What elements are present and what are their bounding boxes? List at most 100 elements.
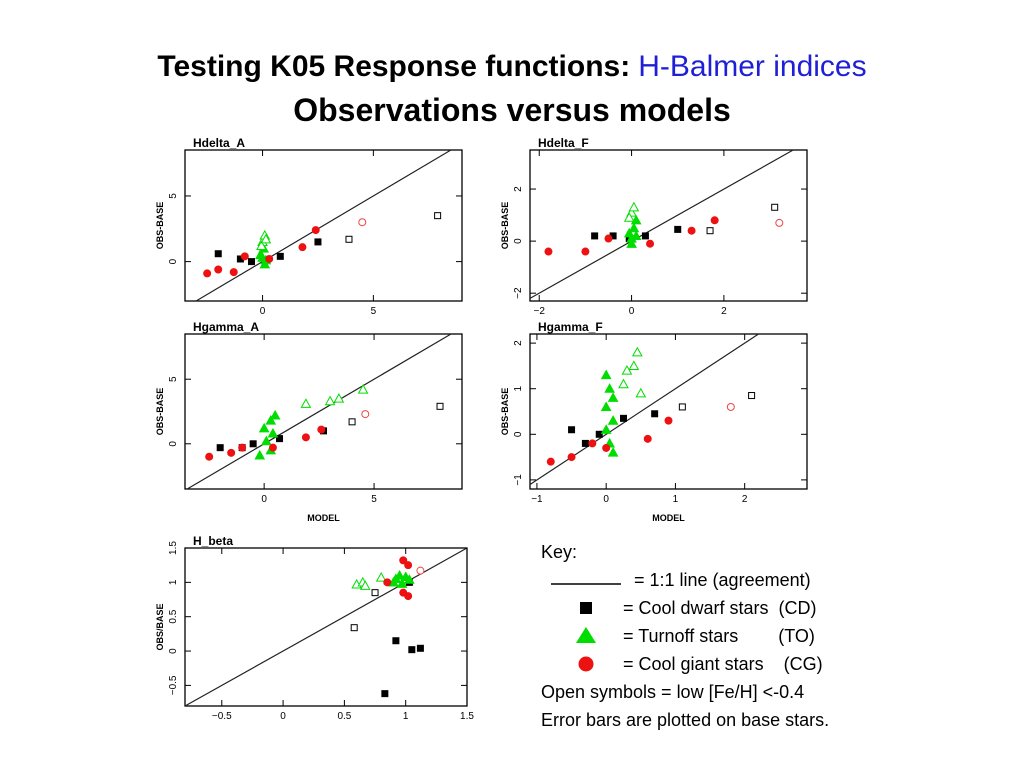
y-axis-label: OBS-BASE bbox=[500, 388, 510, 436]
data-point-cd-square bbox=[581, 439, 589, 447]
x-tick-label: 0 bbox=[603, 494, 609, 505]
data-point-to-triangle bbox=[260, 435, 272, 446]
data-point-cg-circle bbox=[643, 434, 652, 443]
data-point-to-triangle bbox=[628, 222, 640, 233]
data-point-cd-square bbox=[595, 430, 603, 438]
data-point-cg-circle bbox=[268, 443, 277, 452]
y-axis-label: OBS-BASE bbox=[155, 388, 165, 436]
key-item-label: = 1:1 line (agreement) bbox=[634, 570, 811, 590]
data-point-cd-square bbox=[568, 426, 576, 434]
y-axis-label: OBS-BASE bbox=[155, 202, 165, 250]
data-point-to-triangle bbox=[254, 249, 266, 260]
legend-key: Key: = 1:1 line (agreement) = Cool dwarf… bbox=[541, 538, 829, 734]
filled-circle-icon bbox=[578, 656, 594, 672]
data-point-to-triangle bbox=[600, 401, 612, 412]
key-heading: Key: bbox=[541, 542, 578, 562]
data-point-to-triangle bbox=[394, 569, 405, 580]
y-tick-label: −2 bbox=[513, 287, 524, 299]
filled-triangle-icon bbox=[576, 627, 596, 643]
data-point-cd-square bbox=[619, 414, 627, 422]
data-point-cg-circle-open bbox=[361, 410, 370, 419]
data-point-cg-circle bbox=[238, 443, 247, 452]
x-tick-label: −1 bbox=[531, 494, 543, 505]
plot-frame bbox=[184, 333, 463, 490]
plot-frame bbox=[184, 547, 468, 707]
data-point-cg-circle bbox=[404, 592, 413, 601]
chart-2: 0 5 0 5 Hgamma_A OBS-BASE MODEL bbox=[155, 320, 463, 523]
y-tick-label: 5 bbox=[168, 376, 179, 382]
data-point-cg-circle bbox=[604, 234, 613, 243]
data-point-cd-square-open bbox=[748, 392, 756, 400]
chart-3: −1 0 1 2 −1 0 1 2 Hgamma_F OBS-BASE MODEL bbox=[500, 320, 808, 523]
data-point-cg-circle bbox=[581, 247, 590, 256]
data-point-cd-square bbox=[276, 252, 284, 260]
data-point-to-triangle-open bbox=[256, 240, 267, 250]
data-point-cg-circle bbox=[298, 243, 307, 252]
chart-0: 0 5 0 5 Hdelta_A OBS-BASE bbox=[155, 136, 463, 317]
y-tick-label: 0 bbox=[513, 238, 524, 244]
data-point-cg-circle bbox=[544, 247, 553, 256]
chart-title: H_beta bbox=[193, 534, 233, 548]
plot-frame bbox=[529, 149, 808, 302]
one-to-one-line bbox=[529, 149, 794, 299]
data-point-to-triangle-open bbox=[623, 212, 635, 222]
y-tick-label: 1 bbox=[168, 579, 179, 585]
data-point-to-triangle-open bbox=[300, 398, 312, 408]
one-to-one-line bbox=[195, 149, 452, 302]
data-point-cd-square-open bbox=[348, 418, 356, 426]
data-point-to-triangle bbox=[600, 424, 612, 434]
plot-frame bbox=[184, 149, 463, 302]
x-tick-label: −0.5 bbox=[212, 711, 232, 722]
data-point-to-triangle bbox=[630, 230, 642, 241]
data-point-to-triangle bbox=[269, 409, 281, 420]
x-axis-label: MODEL bbox=[652, 513, 685, 523]
y-tick-label: 1 bbox=[513, 385, 524, 391]
data-point-cg-circle bbox=[399, 556, 408, 565]
x-tick-label: 5 bbox=[371, 306, 377, 317]
data-point-cg-circle bbox=[602, 443, 611, 452]
y-tick-label: 0 bbox=[168, 648, 179, 654]
y-axis-label: OBS/BASE bbox=[155, 603, 165, 650]
data-point-cg-circle bbox=[567, 453, 576, 462]
data-point-to-triangle bbox=[626, 238, 637, 248]
chart-title: Hgamma_F bbox=[538, 320, 603, 334]
data-point-cg-circle bbox=[311, 226, 320, 235]
y-tick-label: 0 bbox=[168, 441, 179, 447]
key-item-line: = 1:1 line (agreement) bbox=[541, 566, 829, 594]
x-tick-label: 1 bbox=[673, 494, 679, 505]
data-point-cg-circle bbox=[301, 433, 310, 442]
filled-square-icon bbox=[580, 602, 592, 614]
x-tick-label: 5 bbox=[371, 494, 377, 505]
data-point-to-triangle-open bbox=[333, 393, 345, 403]
data-point-cd-square bbox=[249, 440, 257, 448]
data-point-to-triangle bbox=[623, 227, 635, 238]
one-to-one-line bbox=[184, 547, 468, 707]
data-point-cd-square-open bbox=[350, 624, 358, 632]
y-tick-label: 5 bbox=[168, 193, 179, 199]
x-tick-label: 0 bbox=[629, 306, 635, 317]
y-tick-label: 0 bbox=[513, 431, 524, 437]
data-point-cd-square-open bbox=[434, 212, 442, 220]
data-point-cg-circle-open bbox=[726, 402, 735, 411]
data-point-cd-square bbox=[247, 258, 255, 266]
key-item-label: = Turnoff stars (TO) bbox=[623, 626, 815, 646]
data-point-cd-square bbox=[381, 690, 389, 698]
data-point-to-triangle bbox=[604, 383, 615, 393]
data-point-cd-square bbox=[392, 637, 400, 645]
data-point-to-triangle bbox=[607, 446, 619, 457]
plot-frame bbox=[529, 333, 808, 490]
data-point-cd-square bbox=[214, 250, 222, 258]
data-point-to-triangle-open bbox=[618, 378, 629, 389]
data-point-cg-circle bbox=[664, 416, 673, 425]
key-item-giant: = Cool giant stars (CG) bbox=[541, 650, 829, 678]
data-point-cd-square-open bbox=[771, 203, 779, 211]
slide-title: Testing K05 Response functions: H-Balmer … bbox=[0, 50, 1024, 84]
data-point-cg-circle bbox=[229, 268, 238, 277]
y-tick-label: 2 bbox=[513, 340, 524, 346]
data-point-cd-square bbox=[408, 646, 416, 654]
data-point-cg-circle bbox=[227, 448, 236, 457]
y-tick-label: 2 bbox=[513, 186, 524, 192]
key-item-label: = Cool dwarf stars (CD) bbox=[623, 598, 817, 618]
data-point-cd-square-open bbox=[706, 227, 714, 235]
